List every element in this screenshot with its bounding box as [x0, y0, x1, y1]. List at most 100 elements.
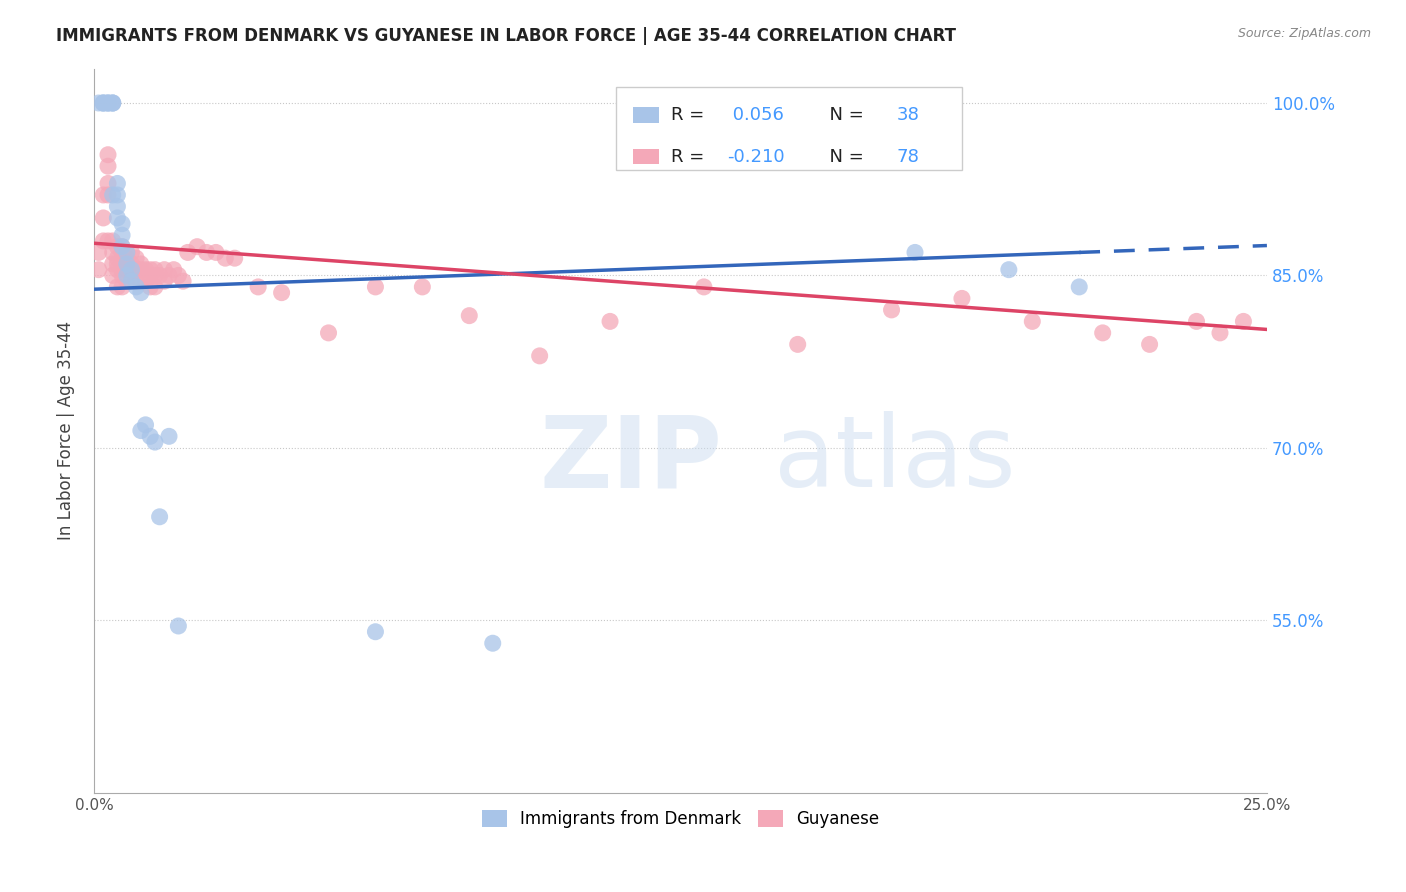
Point	[129, 262, 152, 277]
Point	[880, 302, 903, 317]
Point	[135, 262, 157, 277]
Point	[101, 268, 124, 283]
Point	[121, 274, 143, 288]
Text: IMMIGRANTS FROM DENMARK VS GUYANESE IN LABOR FORCE | AGE 35-44 CORRELATION CHART: IMMIGRANTS FROM DENMARK VS GUYANESE IN L…	[56, 27, 956, 45]
Point	[411, 280, 433, 294]
Point	[205, 245, 228, 260]
Point	[125, 274, 148, 288]
Point	[91, 95, 114, 110]
Point	[139, 262, 162, 277]
Point	[97, 234, 120, 248]
Point	[214, 251, 236, 265]
Point	[149, 268, 172, 283]
Point	[135, 417, 157, 432]
Point	[904, 245, 927, 260]
Point	[105, 240, 128, 254]
Point	[153, 274, 176, 288]
Point	[97, 177, 120, 191]
Point	[91, 95, 114, 110]
Point	[1209, 326, 1232, 340]
Point	[105, 262, 128, 277]
Point	[143, 280, 166, 294]
Point	[101, 245, 124, 260]
Point	[91, 234, 114, 248]
Legend: Immigrants from Denmark, Guyanese: Immigrants from Denmark, Guyanese	[475, 804, 886, 835]
Point	[105, 199, 128, 213]
Text: Source: ZipAtlas.com: Source: ZipAtlas.com	[1237, 27, 1371, 40]
Point	[693, 95, 716, 110]
Point	[458, 309, 481, 323]
Point	[111, 240, 134, 254]
Point	[247, 280, 270, 294]
Point	[163, 262, 186, 277]
Point	[101, 95, 124, 110]
Point	[139, 429, 162, 443]
Bar	[634, 107, 659, 123]
Point	[143, 268, 166, 283]
Text: R =: R =	[671, 147, 710, 166]
Text: 78: 78	[896, 147, 920, 166]
Point	[97, 188, 120, 202]
Point	[111, 245, 134, 260]
Point	[129, 424, 152, 438]
Point	[186, 240, 208, 254]
Point	[157, 429, 180, 443]
Point	[111, 262, 134, 277]
Point	[105, 177, 128, 191]
Point	[111, 240, 134, 254]
Point	[121, 274, 143, 288]
Point	[1185, 314, 1208, 328]
Point	[105, 251, 128, 265]
Point	[177, 245, 200, 260]
Point	[115, 268, 138, 283]
Point	[157, 268, 180, 283]
Point	[364, 624, 387, 639]
Text: atlas: atlas	[775, 411, 1017, 508]
Text: R =: R =	[671, 106, 710, 124]
Point	[115, 274, 138, 288]
Point	[195, 245, 218, 260]
Point	[105, 188, 128, 202]
Point	[121, 262, 143, 277]
Point	[135, 274, 157, 288]
Point	[111, 257, 134, 271]
Point	[1069, 280, 1091, 294]
Text: -0.210: -0.210	[727, 147, 785, 166]
Point	[318, 326, 340, 340]
Point	[1091, 326, 1114, 340]
Point	[125, 262, 148, 277]
Point	[167, 268, 190, 283]
Point	[97, 147, 120, 161]
Point	[129, 274, 152, 288]
Text: 38: 38	[896, 106, 920, 124]
Point	[121, 245, 143, 260]
Point	[121, 262, 143, 277]
Point	[91, 188, 114, 202]
Point	[950, 292, 973, 306]
Point	[1232, 314, 1254, 328]
Text: ZIP: ZIP	[540, 411, 723, 508]
Point	[139, 280, 162, 294]
Point	[115, 262, 138, 277]
Point	[125, 251, 148, 265]
Point	[143, 262, 166, 277]
Point	[97, 95, 120, 110]
Point	[224, 251, 246, 265]
Point	[105, 280, 128, 294]
Point	[87, 245, 110, 260]
Point	[998, 262, 1021, 277]
Point	[87, 262, 110, 277]
Text: 0.056: 0.056	[727, 106, 785, 124]
Point	[149, 509, 172, 524]
Point	[115, 257, 138, 271]
Point	[121, 257, 143, 271]
Bar	[634, 149, 659, 164]
Point	[105, 257, 128, 271]
Point	[599, 314, 621, 328]
Point	[101, 257, 124, 271]
Point	[364, 280, 387, 294]
Point	[143, 435, 166, 450]
Point	[101, 234, 124, 248]
FancyBboxPatch shape	[616, 87, 962, 169]
Point	[270, 285, 292, 300]
